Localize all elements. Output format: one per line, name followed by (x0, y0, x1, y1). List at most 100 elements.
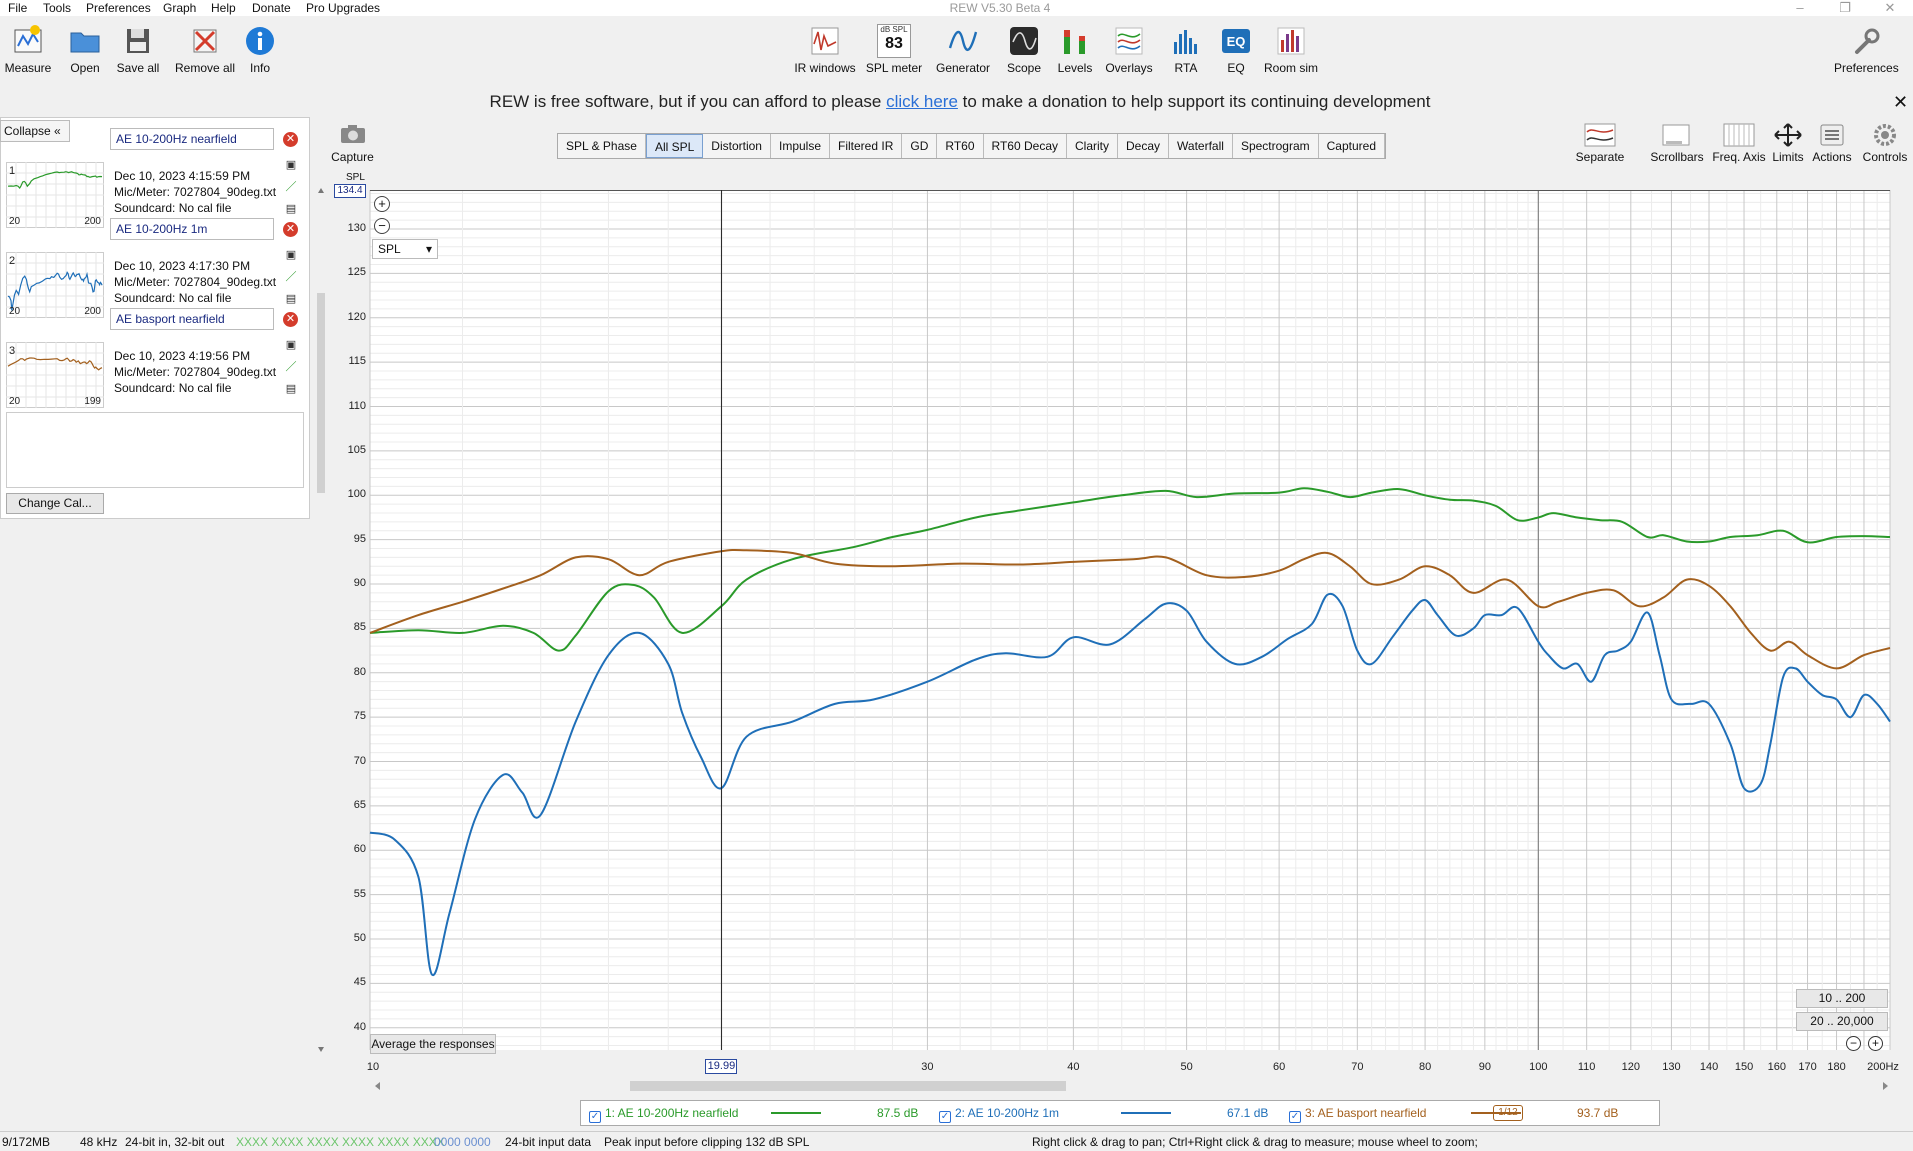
measurement-name-field[interactable]: AE 10-200Hz 1m (110, 218, 274, 240)
measurement-name-field[interactable]: AE 10-200Hz nearfield (110, 128, 274, 150)
notes-icon[interactable]: ▤ (285, 383, 297, 395)
measurement-thumbnail[interactable]: 1 20 200 (6, 162, 104, 228)
legend-series-name: 3: AE basport nearfield (1305, 1106, 1427, 1120)
left-scrollbar[interactable] (315, 185, 327, 1055)
spl-meter-button[interactable]: dB SPL 83 SPL meter (863, 24, 925, 75)
scope-button[interactable]: Scope (1000, 24, 1048, 75)
room-sim-button[interactable]: Room sim (1262, 24, 1320, 75)
tab-captured[interactable]: Captured (1319, 134, 1386, 158)
range-10-200-button[interactable]: 10 .. 200 (1796, 989, 1888, 1008)
legend-series-1[interactable]: ✓ 1: AE 10-200Hz nearfield (589, 1101, 738, 1125)
tab-rt60[interactable]: RT60 (937, 134, 984, 158)
average-responses-button[interactable]: Average the responses (370, 1034, 496, 1054)
save-all-button[interactable]: Save all (114, 24, 162, 75)
measurement-name-field[interactable]: AE basport nearfield (110, 308, 274, 330)
change-cal-button[interactable]: Change Cal... (6, 493, 104, 514)
tab-decay[interactable]: Decay (1118, 134, 1170, 158)
tab-filtered-ir[interactable]: Filtered IR (830, 134, 903, 158)
scroll-thumb[interactable] (317, 293, 325, 493)
range-20-20000-button[interactable]: 20 .. 20,000 (1796, 1012, 1888, 1031)
separate-button[interactable]: Separate (1572, 122, 1628, 164)
measure-button[interactable]: Measure (2, 24, 54, 75)
open-button[interactable]: Open (62, 24, 108, 75)
tab-clarity[interactable]: Clarity (1067, 134, 1119, 158)
tab-distortion[interactable]: Distortion (703, 134, 771, 158)
spl-chart[interactable] (368, 190, 1893, 1056)
tab-spl-phase[interactable]: SPL & Phase (558, 134, 646, 158)
close-window-button[interactable]: ✕ (1884, 0, 1896, 15)
pencil-icon[interactable]: ／ (285, 361, 297, 373)
controls-button[interactable]: Controls (1860, 122, 1910, 164)
menu-help[interactable]: Help (211, 1, 236, 15)
generator-button[interactable]: Generator (932, 24, 994, 75)
legend-series-2[interactable]: ✓ 2: AE 10-200Hz 1m (939, 1101, 1059, 1125)
remove-all-button[interactable]: Remove all (172, 24, 238, 75)
x-zoom-out-icon[interactable]: − (1846, 1036, 1861, 1051)
legend-series-3[interactable]: ✓ 3: AE basport nearfield (1289, 1101, 1426, 1125)
collapse-button[interactable]: Collapse « (0, 120, 70, 142)
tab-impulse[interactable]: Impulse (771, 134, 831, 158)
ir-windows-button[interactable]: IR windows (792, 24, 858, 75)
info-button[interactable]: Info (242, 24, 278, 75)
measurement-thumbnail[interactable]: 2 20 200 (6, 252, 104, 318)
h-scroll-thumb[interactable] (630, 1081, 1066, 1091)
legend-checkbox[interactable]: ✓ (939, 1111, 951, 1123)
horizontal-scrollbar[interactable] (368, 1078, 1893, 1094)
series-line-2[interactable] (369, 592, 1891, 976)
cursor-x-readout[interactable]: 19.99 (705, 1059, 738, 1074)
series-line-1[interactable] (369, 487, 1891, 652)
menu-tools[interactable]: Tools (43, 1, 72, 15)
series-line-3[interactable] (369, 548, 1891, 670)
pencil-icon[interactable]: ／ (285, 271, 297, 283)
save-icon[interactable]: ▣ (285, 339, 297, 351)
actions-button[interactable]: Actions (1810, 122, 1854, 164)
donation-link[interactable]: click here (886, 92, 958, 111)
unit-select[interactable]: SPL ▾ (372, 239, 438, 259)
menu-preferences[interactable]: Preferences (86, 1, 151, 15)
scroll-right-icon[interactable] (1883, 1082, 1888, 1090)
limits-button[interactable]: Limits (1766, 122, 1810, 164)
measurement-thumbnail[interactable]: 3 20 199 (6, 342, 104, 408)
scrollbars-button[interactable]: Scrollbars (1648, 122, 1706, 164)
scroll-up-icon[interactable] (318, 188, 324, 193)
menu-pro-upgrades[interactable]: Pro Upgrades (306, 1, 381, 15)
tab-rt60-decay[interactable]: RT60 Decay (984, 134, 1067, 158)
menu-graph[interactable]: Graph (163, 1, 197, 15)
zoom-in-icon[interactable]: + (374, 196, 390, 212)
save-icon[interactable]: ▣ (285, 249, 297, 261)
notes-icon[interactable]: ▤ (285, 293, 297, 305)
save-icon[interactable]: ▣ (285, 159, 297, 171)
overlays-button[interactable]: Overlays (1102, 24, 1156, 75)
zoom-out-icon[interactable]: − (374, 218, 390, 234)
wrench-icon (1849, 24, 1883, 58)
maximize-button[interactable]: ❐ (1839, 0, 1851, 15)
remove-measurement-icon[interactable]: ✕ (283, 132, 298, 147)
notes-icon[interactable]: ▤ (285, 203, 297, 215)
legend-checkbox[interactable]: ✓ (589, 1111, 601, 1123)
menu-donate[interactable]: Donate (252, 1, 291, 15)
tab-spectrogram[interactable]: Spectrogram (1233, 134, 1319, 158)
y-top-readout[interactable]: 134.4 (334, 184, 366, 198)
menu-file[interactable]: File (8, 1, 28, 15)
eq-button[interactable]: EQ EQ (1218, 24, 1254, 75)
y-tick-label: 55 (353, 887, 366, 900)
legend-checkbox[interactable]: ✓ (1289, 1111, 1301, 1123)
banner-close-icon[interactable]: ✕ (1893, 92, 1909, 112)
pencil-icon[interactable]: ／ (285, 181, 297, 193)
tab-waterfall[interactable]: Waterfall (1169, 134, 1233, 158)
capture-button[interactable]: Capture (330, 123, 375, 164)
scroll-down-icon[interactable] (318, 1047, 324, 1052)
x-zoom-in-icon[interactable]: + (1868, 1036, 1883, 1051)
tab-all-spl[interactable]: All SPL (645, 134, 704, 158)
legend-value: 93.7 dB (1577, 1106, 1619, 1120)
rta-button[interactable]: RTA (1165, 24, 1207, 75)
tab-gd[interactable]: GD (902, 134, 938, 158)
minimize-button[interactable]: – (1796, 0, 1804, 15)
remove-measurement-icon[interactable]: ✕ (283, 222, 298, 237)
remove-measurement-icon[interactable]: ✕ (283, 312, 298, 327)
scroll-left-icon[interactable] (375, 1082, 380, 1090)
preferences-button[interactable]: Preferences (1834, 24, 1899, 75)
levels-button[interactable]: Levels (1054, 24, 1096, 75)
smoothing-badge[interactable]: 1/12 (1493, 1105, 1523, 1121)
freq-axis-button[interactable]: Freq. Axis (1712, 122, 1766, 164)
